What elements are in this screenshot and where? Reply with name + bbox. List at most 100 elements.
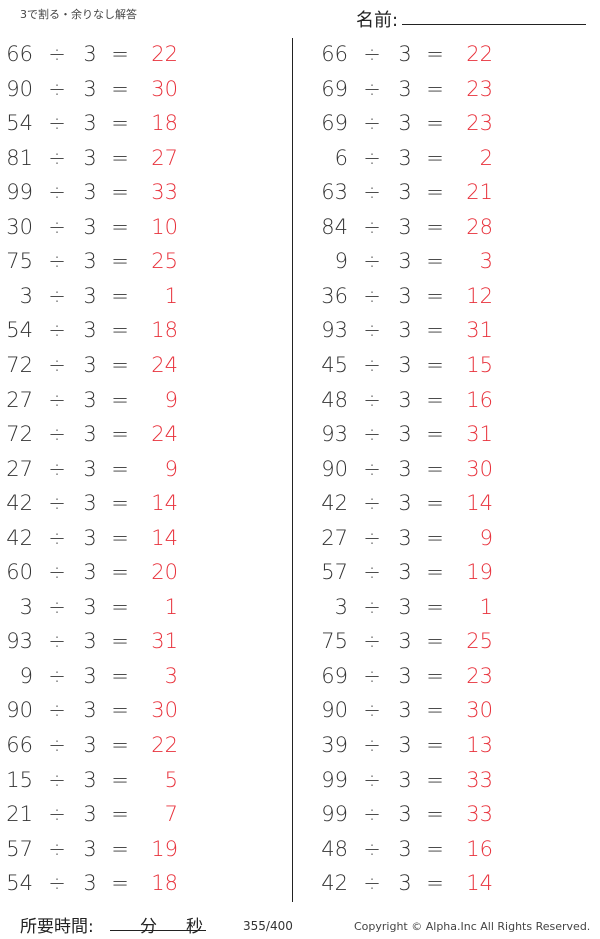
divisor: 3	[398, 525, 412, 550]
dividend: 9	[19, 663, 33, 688]
divisor: 3	[83, 111, 97, 136]
divide-sign: ÷	[363, 422, 381, 447]
dividend: 99	[321, 767, 348, 792]
equals-sign: =	[111, 76, 129, 101]
seconds-label: 秒	[186, 917, 203, 937]
divisor: 3	[398, 836, 412, 861]
equals-sign: =	[111, 733, 129, 757]
answer: 14	[466, 871, 493, 896]
equals-sign: =	[111, 387, 129, 412]
divide-sign: ÷	[48, 42, 66, 66]
problem-row: 90 ÷ 3 = 30	[315, 698, 515, 728]
problem-row: 66 ÷ 3 = 22	[315, 42, 515, 72]
divisor: 3	[398, 698, 412, 723]
divide-sign: ÷	[363, 111, 381, 136]
divisor: 3	[83, 42, 97, 66]
answer: 9	[479, 525, 493, 550]
divisor: 3	[83, 352, 97, 377]
answer: 22	[151, 42, 178, 66]
answer: 19	[151, 836, 178, 861]
dividend: 21	[6, 802, 33, 827]
answer: 1	[164, 283, 178, 308]
dividend: 54	[6, 871, 33, 896]
problem-row: 57 ÷ 3 = 19	[0, 837, 200, 867]
dividend: 42	[321, 491, 348, 516]
dividend: 42	[6, 525, 33, 550]
dividend: 63	[321, 180, 348, 205]
divisor: 3	[398, 456, 412, 481]
divisor: 3	[83, 456, 97, 481]
divide-sign: ÷	[48, 352, 66, 377]
dividend: 99	[321, 802, 348, 827]
equals-sign: =	[426, 42, 444, 66]
divide-sign: ÷	[48, 145, 66, 170]
dividend: 42	[6, 491, 33, 516]
divisor: 3	[83, 663, 97, 688]
dividend: 54	[6, 318, 33, 343]
divide-sign: ÷	[363, 145, 381, 170]
equals-sign: =	[111, 180, 129, 205]
answer: 24	[151, 422, 178, 447]
problem-row: 3 ÷ 3 = 1	[0, 284, 200, 314]
divide-sign: ÷	[48, 214, 66, 239]
answer: 31	[466, 422, 493, 447]
dividend: 15	[6, 767, 33, 792]
divide-sign: ÷	[48, 111, 66, 136]
divide-sign: ÷	[48, 594, 66, 619]
answer: 1	[479, 594, 493, 619]
dividend: 69	[321, 111, 348, 136]
answer: 21	[466, 180, 493, 205]
equals-sign: =	[111, 214, 129, 239]
divide-sign: ÷	[48, 560, 66, 585]
divisor: 3	[83, 318, 97, 343]
problem-row: 42 ÷ 3 = 14	[0, 491, 200, 521]
problem-row: 90 ÷ 3 = 30	[0, 698, 200, 728]
divide-sign: ÷	[48, 422, 66, 447]
problem-row: 90 ÷ 3 = 30	[0, 77, 200, 107]
equals-sign: =	[426, 111, 444, 136]
answer: 31	[466, 318, 493, 343]
dividend: 66	[321, 42, 348, 66]
answer: 18	[151, 871, 178, 896]
divisor: 3	[398, 491, 412, 516]
divisor: 3	[83, 491, 97, 516]
divide-sign: ÷	[363, 802, 381, 827]
answer: 25	[466, 629, 493, 654]
divisor: 3	[398, 249, 412, 274]
dividend: 6	[334, 145, 348, 170]
problem-row: 45 ÷ 3 = 15	[315, 353, 515, 383]
problem-row: 27 ÷ 3 = 9	[315, 526, 515, 556]
answer: 25	[151, 249, 178, 274]
problem-row: 72 ÷ 3 = 24	[0, 422, 200, 452]
divisor: 3	[83, 733, 97, 757]
divisor: 3	[83, 249, 97, 274]
equals-sign: =	[426, 525, 444, 550]
problem-row: 27 ÷ 3 = 9	[0, 457, 200, 487]
answer: 15	[466, 352, 493, 377]
equals-sign: =	[426, 180, 444, 205]
dividend: 3	[334, 594, 348, 619]
equals-sign: =	[426, 560, 444, 585]
equals-sign: =	[111, 456, 129, 481]
equals-sign: =	[111, 318, 129, 343]
dividend: 48	[321, 387, 348, 412]
divide-sign: ÷	[48, 733, 66, 757]
answer: 10	[151, 214, 178, 239]
divide-sign: ÷	[363, 214, 381, 239]
problem-row: 69 ÷ 3 = 23	[315, 111, 515, 141]
answer: 3	[164, 663, 178, 688]
divide-sign: ÷	[48, 698, 66, 723]
divisor: 3	[398, 594, 412, 619]
minutes-label: 分	[140, 917, 157, 937]
dividend: 93	[6, 629, 33, 654]
problem-row: 3 ÷ 3 = 1	[0, 595, 200, 625]
divide-sign: ÷	[48, 802, 66, 827]
divide-sign: ÷	[48, 318, 66, 343]
problem-row: 93 ÷ 3 = 31	[0, 629, 200, 659]
equals-sign: =	[426, 871, 444, 896]
equals-sign: =	[426, 802, 444, 827]
divisor: 3	[83, 560, 97, 585]
dividend: 39	[321, 733, 348, 757]
divisor: 3	[398, 663, 412, 688]
equals-sign: =	[111, 836, 129, 861]
